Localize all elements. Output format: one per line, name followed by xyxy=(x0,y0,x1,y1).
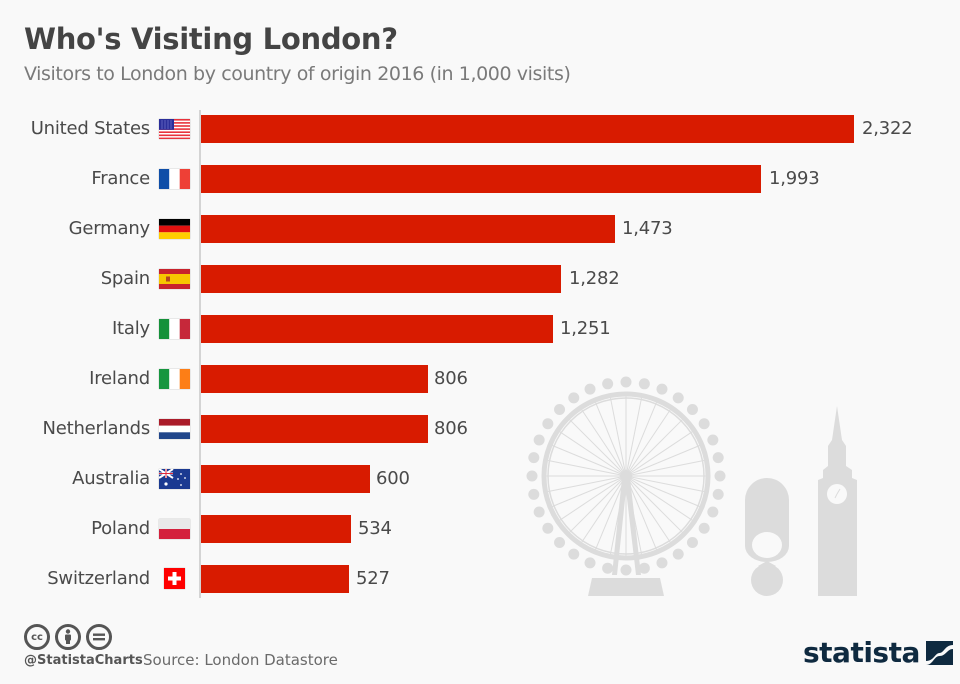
value-label: 1,282 xyxy=(569,268,620,289)
australia-flag-icon xyxy=(159,469,190,489)
bar-row-spain: Spain 1,282 xyxy=(0,265,960,293)
chart-subtitle: Visitors to London by country of origin … xyxy=(24,63,571,85)
country-label: Italy xyxy=(111,318,150,339)
country-label: Australia xyxy=(72,468,150,489)
bar xyxy=(201,465,370,493)
bar xyxy=(201,315,553,343)
country-label: Ireland xyxy=(89,368,150,389)
statista-logo[interactable]: statista xyxy=(803,636,953,669)
y-axis-line xyxy=(199,110,201,598)
bar-row-united-states: United States 2,322 xyxy=(0,115,960,143)
bar xyxy=(201,515,351,543)
twitter-handle[interactable]: @StatistaCharts xyxy=(24,653,143,668)
bar xyxy=(201,165,761,193)
switzerland-flag-icon xyxy=(164,568,185,589)
bar-row-netherlands: Netherlands 806 xyxy=(0,415,960,443)
poland-flag-icon xyxy=(159,519,190,539)
france-flag-icon xyxy=(159,169,190,189)
bar-row-ireland: Ireland 806 xyxy=(0,365,960,393)
chart-title: Who's Visiting London? xyxy=(24,22,398,56)
bar xyxy=(201,565,349,593)
license-icons: cc xyxy=(24,624,112,650)
country-label: Germany xyxy=(68,218,151,239)
value-label: 806 xyxy=(434,418,468,439)
value-label: 1,473 xyxy=(622,218,673,239)
value-label: 600 xyxy=(376,468,410,489)
cc-icon[interactable]: cc xyxy=(24,624,50,650)
bar xyxy=(201,265,561,293)
country-label: France xyxy=(91,168,150,189)
value-label: 527 xyxy=(356,568,390,589)
us-flag-icon xyxy=(159,119,190,139)
value-label: 1,993 xyxy=(769,168,820,189)
bar-row-switzerland: Switzerland 527 xyxy=(0,565,960,593)
value-label: 534 xyxy=(358,518,392,539)
value-label: 1,251 xyxy=(560,318,611,339)
bar-row-australia: Australia 600 xyxy=(0,465,960,493)
bar-row-germany: Germany 1,473 xyxy=(0,215,960,243)
bar-row-france: France 1,993 xyxy=(0,165,960,193)
bar xyxy=(201,365,428,393)
value-label: 806 xyxy=(434,368,468,389)
netherlands-flag-icon xyxy=(159,419,190,439)
country-label: United States xyxy=(30,118,150,139)
bar xyxy=(201,115,854,143)
source-text: Source: London Datastore xyxy=(143,651,338,669)
value-label: 2,322 xyxy=(862,118,913,139)
bar xyxy=(201,215,615,243)
bar-row-poland: Poland 534 xyxy=(0,515,960,543)
brand-text: statista xyxy=(803,636,920,669)
ireland-flag-icon xyxy=(159,369,190,389)
cc-text: cc xyxy=(31,631,43,643)
bar-row-italy: Italy 1,251 xyxy=(0,315,960,343)
country-label: Switzerland xyxy=(47,568,150,589)
attribution-icon[interactable] xyxy=(55,624,81,650)
country-label: Poland xyxy=(91,518,150,539)
germany-flag-icon xyxy=(159,219,190,239)
italy-flag-icon xyxy=(159,319,190,339)
statista-mark-icon xyxy=(925,640,953,665)
country-label: Spain xyxy=(100,268,150,289)
bar xyxy=(201,415,428,443)
no-derivatives-icon[interactable] xyxy=(86,624,112,650)
spain-flag-icon xyxy=(159,269,190,289)
country-label: Netherlands xyxy=(42,418,150,439)
